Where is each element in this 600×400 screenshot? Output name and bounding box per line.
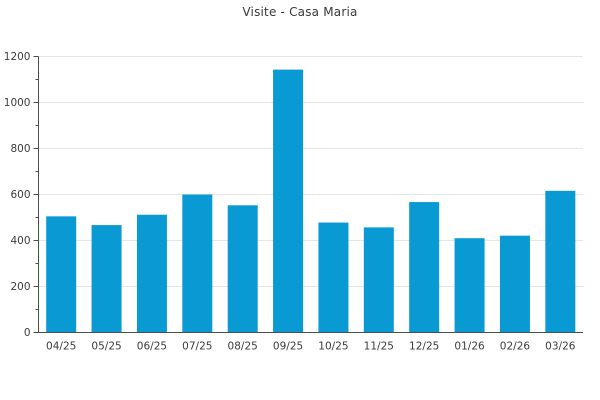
x-tick-label: 10/25 xyxy=(318,341,348,353)
bar xyxy=(46,216,77,333)
bar xyxy=(409,202,440,333)
y-tick-label: 200 xyxy=(10,281,30,293)
y-tick-label: 600 xyxy=(10,189,30,201)
bar xyxy=(91,225,122,333)
x-tick-label: 04/25 xyxy=(46,341,76,353)
x-tick-label: 07/25 xyxy=(182,341,212,353)
x-tick-label: 03/26 xyxy=(545,341,576,353)
x-tick-label: 02/26 xyxy=(500,341,531,353)
y-tick-label: 400 xyxy=(10,235,30,247)
bar xyxy=(363,227,394,333)
bar xyxy=(545,190,576,333)
y-tick-label: 1000 xyxy=(4,97,31,109)
x-tick-label: 09/25 xyxy=(273,341,303,353)
bar xyxy=(227,205,258,333)
x-tick-label: 11/25 xyxy=(364,341,394,353)
bar xyxy=(318,222,349,333)
y-tick-label: 0 xyxy=(24,327,31,339)
bar xyxy=(136,214,167,333)
bar xyxy=(182,194,213,333)
bar xyxy=(499,235,530,333)
x-tick-label: 12/25 xyxy=(409,341,439,353)
y-tick-label: 800 xyxy=(10,143,30,155)
x-tick-label: 01/26 xyxy=(454,341,485,353)
x-tick-label: 08/25 xyxy=(228,341,258,353)
x-tick-label: 05/25 xyxy=(91,341,121,353)
bar xyxy=(454,238,485,333)
chart-title: Visite - Casa Maria xyxy=(242,5,358,19)
x-tick-label: 06/25 xyxy=(137,341,167,353)
y-tick-label: 1200 xyxy=(4,51,31,63)
bar xyxy=(273,69,304,333)
